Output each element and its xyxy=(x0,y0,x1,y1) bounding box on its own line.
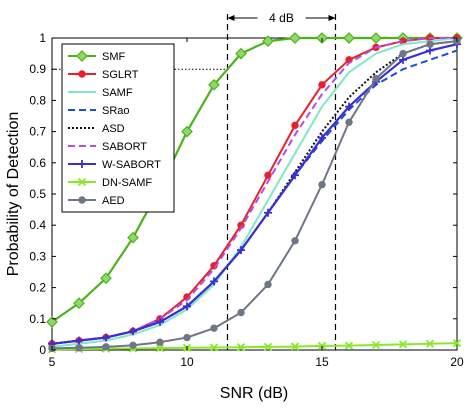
point-dn-samf xyxy=(209,343,219,352)
point-aed xyxy=(264,280,272,289)
point-smf xyxy=(100,272,112,285)
x-tick-label: 20 xyxy=(450,355,464,369)
y-tick-label: 0 xyxy=(39,343,46,357)
axes-layer: 5 10 15 20 0 0.1 0.2 0.3 0.4 0.5 0.6 0.7 0.8 0.9 1 xyxy=(29,31,464,369)
point-smf xyxy=(127,231,139,244)
y-tick-label: 0.7 xyxy=(29,125,46,139)
point-w-sabort xyxy=(102,333,110,342)
point-w-sabort xyxy=(210,277,218,286)
point-dn-samf xyxy=(290,342,300,351)
legend-label-aed: AED xyxy=(102,195,125,207)
point-dn-samf xyxy=(344,341,354,350)
point-w-sabort xyxy=(237,246,245,255)
legend-label-asd: ASD xyxy=(102,123,125,135)
point-w-sabort xyxy=(264,208,272,217)
line-aed xyxy=(51,40,458,350)
point-sglrt xyxy=(318,81,326,89)
legend-label-srao: SRao xyxy=(102,105,130,117)
series-samf xyxy=(51,37,458,348)
x-tick-label: 5 xyxy=(49,355,56,369)
series-aed xyxy=(48,37,461,353)
point-dn-samf xyxy=(398,340,408,349)
point-dn-samf xyxy=(371,340,381,350)
point-aed xyxy=(237,308,245,317)
y-tick-label: 0.6 xyxy=(29,156,46,170)
point-w-sabort xyxy=(75,336,83,345)
legend-marker-aed xyxy=(78,196,86,204)
point-dn-samf xyxy=(425,339,435,348)
gap-label: 4 dB xyxy=(269,11,294,25)
y-tick-label: 1 xyxy=(39,31,46,45)
point-smf xyxy=(46,316,58,328)
point-aed xyxy=(372,74,380,83)
point-aed xyxy=(318,180,326,189)
point-smf xyxy=(235,47,247,60)
point-dn-samf xyxy=(155,343,165,353)
point-smf xyxy=(262,35,274,47)
point-w-sabort xyxy=(291,171,299,180)
line-samf xyxy=(51,37,458,348)
y-tick-label: 0.1 xyxy=(29,312,46,326)
point-aed xyxy=(345,118,353,126)
point-aed xyxy=(75,344,83,352)
y-tick-label: 0.5 xyxy=(29,187,46,201)
gap-arrow-right-head xyxy=(328,15,336,21)
point-w-sabort xyxy=(183,302,191,311)
point-smf xyxy=(289,32,301,44)
line-w-sabort xyxy=(51,43,458,345)
point-aed xyxy=(210,324,218,332)
legend-marker-smf xyxy=(76,50,88,62)
x-tick-label: 10 xyxy=(180,355,194,369)
x-axis-label: SNR (dB) xyxy=(220,385,288,402)
legend-label-sabort: SABORT xyxy=(102,141,147,153)
line-dn-samf xyxy=(51,342,458,351)
series-layer xyxy=(46,32,463,354)
y-tick-label: 0.2 xyxy=(29,281,46,295)
legend-label-samf: SAMF xyxy=(102,87,133,99)
point-aed xyxy=(291,237,299,245)
point-dn-samf xyxy=(236,343,246,352)
point-smf xyxy=(370,32,382,44)
y-axis-label: Probability of Detection xyxy=(5,112,22,277)
point-smf xyxy=(73,297,85,310)
legend-marker-sglrt xyxy=(78,70,86,78)
point-w-sabort xyxy=(318,133,326,142)
y-tick-label: 0.9 xyxy=(29,62,46,76)
point-aed xyxy=(156,338,164,346)
point-smf xyxy=(208,78,220,91)
x-tick-label: 15 xyxy=(315,355,329,369)
legend-label-w-sabort: W-SABORT xyxy=(102,159,161,171)
point-dn-samf xyxy=(263,342,273,352)
y-tick-label: 0.8 xyxy=(29,93,46,107)
point-dn-samf xyxy=(452,338,462,348)
gap-arrow-left-head xyxy=(227,15,235,21)
legend-marker-w-sabort xyxy=(78,160,86,168)
point-sglrt xyxy=(264,171,272,179)
line-smf xyxy=(51,36,457,323)
point-w-sabort xyxy=(156,317,164,326)
legend-label-dn-samf: DN-SAMF xyxy=(102,177,152,189)
point-aed xyxy=(129,341,137,350)
legend-label-smf: SMF xyxy=(102,51,126,63)
point-aed xyxy=(399,49,407,58)
legend-label-sglrt: SGLRT xyxy=(102,69,139,81)
point-aed xyxy=(102,343,110,351)
point-smf xyxy=(181,125,193,138)
point-sglrt xyxy=(291,121,299,130)
point-smf xyxy=(343,32,355,44)
point-dn-samf xyxy=(317,341,327,351)
point-w-sabort xyxy=(129,327,137,336)
legend: SMF SGLRT SAMF SRao ASD SABORT W-SABORT DN-SAMF… xyxy=(61,43,175,213)
y-tick-label: 0.3 xyxy=(29,249,46,263)
y-tick-label: 0.4 xyxy=(29,218,46,232)
point-aed xyxy=(426,40,434,48)
point-aed xyxy=(183,333,191,342)
point-w-sabort xyxy=(345,102,353,111)
legend-marker-dn-samf xyxy=(77,177,87,187)
